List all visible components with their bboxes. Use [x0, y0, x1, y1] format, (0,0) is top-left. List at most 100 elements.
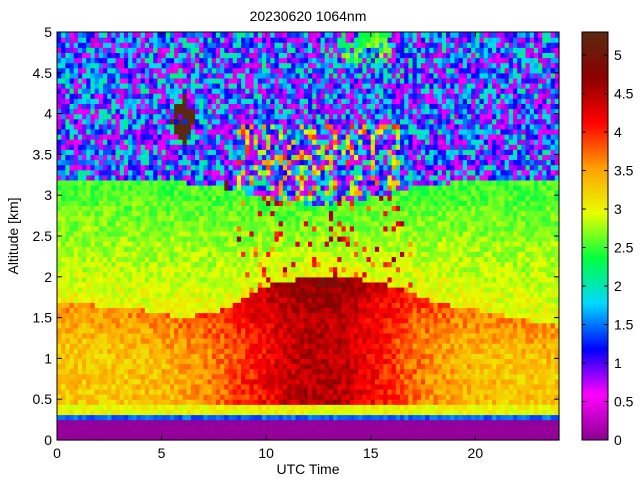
heatmap-cell — [136, 154, 142, 161]
heatmap-cell — [149, 230, 154, 237]
heatmap-cell — [287, 287, 292, 293]
heatmap-cell — [61, 287, 66, 293]
heatmap-cell — [153, 93, 158, 99]
heatmap-cell — [228, 32, 234, 38]
heatmap-cell — [169, 271, 175, 278]
heatmap-cell — [157, 409, 163, 416]
heatmap-cell — [287, 373, 292, 380]
heatmap-cell — [69, 179, 75, 186]
heatmap-cell — [215, 103, 221, 110]
heatmap-cell — [199, 343, 205, 349]
heatmap-cell — [232, 113, 238, 120]
heatmap-cell — [241, 128, 246, 135]
heatmap-cell — [195, 409, 200, 416]
heatmap-cell — [241, 353, 246, 359]
heatmap-cell — [111, 429, 117, 436]
heatmap-cell — [274, 154, 280, 161]
heatmap-cell — [299, 57, 305, 64]
heatmap-cell — [165, 98, 171, 104]
heatmap-cell — [86, 317, 92, 324]
heatmap-cell — [245, 292, 251, 298]
heatmap-cell — [186, 414, 192, 421]
heatmap-cell — [291, 123, 297, 130]
heatmap-cell — [232, 251, 238, 257]
heatmap-cell — [245, 62, 251, 69]
heatmap-cell — [245, 434, 251, 441]
heatmap-cell — [144, 62, 150, 69]
heatmap-cell — [199, 383, 205, 390]
heatmap-cell — [282, 434, 288, 441]
heatmap-cell — [257, 123, 263, 130]
heatmap-cell — [224, 225, 230, 232]
heatmap-cell — [232, 338, 238, 344]
heatmap-cell — [61, 429, 66, 436]
heatmap-cell — [132, 134, 138, 140]
heatmap-cell — [119, 179, 125, 186]
heatmap-cell — [61, 261, 66, 268]
heatmap-cell — [115, 317, 121, 324]
heatmap-cell — [169, 220, 175, 227]
heatmap-cell — [169, 230, 175, 237]
heatmap-cell — [224, 363, 230, 370]
heatmap-cell — [228, 123, 234, 130]
heatmap-cell — [245, 139, 251, 145]
heatmap-cell — [178, 128, 184, 135]
heatmap-cell — [270, 399, 276, 405]
heatmap-cell — [203, 419, 209, 426]
heatmap-cell — [228, 429, 234, 436]
heatmap-cell — [98, 62, 104, 69]
heatmap-cell — [291, 47, 297, 53]
heatmap-cell — [257, 139, 263, 145]
heatmap-cell — [195, 312, 200, 319]
heatmap-cell — [157, 164, 163, 171]
heatmap-cell — [190, 154, 196, 161]
heatmap-cell — [308, 287, 313, 293]
heatmap-cell — [140, 123, 146, 130]
heatmap-cell — [215, 72, 221, 79]
heatmap-cell — [274, 419, 280, 426]
heatmap-cell — [86, 164, 92, 171]
heatmap-cell — [115, 134, 121, 140]
heatmap-cell — [241, 93, 246, 99]
heatmap-cell — [186, 113, 192, 120]
heatmap-cell — [98, 409, 104, 416]
heatmap-cell — [161, 128, 167, 135]
heatmap-cell — [82, 88, 87, 94]
heatmap-cell — [107, 128, 112, 135]
heatmap-cell — [65, 389, 71, 395]
heatmap-cell — [303, 373, 309, 380]
heatmap-cell — [299, 83, 305, 89]
heatmap-cell — [69, 103, 75, 110]
heatmap-cell — [73, 225, 79, 232]
heatmap-cell — [165, 419, 171, 426]
heatmap-cell — [111, 179, 117, 186]
heatmap-cell — [274, 77, 280, 84]
chart-title: 20230620 1064nm — [250, 8, 367, 24]
heatmap-cell — [103, 144, 108, 150]
heatmap-cell — [94, 287, 100, 293]
heatmap-cell — [215, 434, 221, 441]
heatmap-cell — [312, 287, 317, 293]
heatmap-cell — [98, 225, 104, 232]
heatmap-cell — [153, 317, 158, 324]
heatmap-cell — [132, 261, 138, 268]
heatmap-cell — [98, 52, 104, 59]
heatmap-cell — [257, 42, 263, 48]
heatmap-cell — [90, 83, 96, 89]
heatmap-cell — [207, 159, 213, 166]
heatmap-cell — [178, 287, 184, 293]
heatmap-cell — [270, 52, 276, 59]
heatmap-cell — [215, 292, 221, 298]
heatmap-cell — [220, 338, 225, 344]
heatmap-cell — [224, 98, 230, 104]
heatmap-cell — [220, 190, 225, 196]
heatmap-cell — [140, 434, 146, 441]
heatmap-cell — [165, 434, 171, 441]
heatmap-cell — [211, 389, 217, 395]
heatmap-cell — [299, 251, 305, 257]
heatmap-cell — [157, 261, 163, 268]
heatmap-cell — [149, 200, 154, 206]
heatmap-cell — [94, 57, 100, 64]
heatmap-cell — [174, 312, 179, 319]
heatmap-cell — [282, 32, 288, 38]
